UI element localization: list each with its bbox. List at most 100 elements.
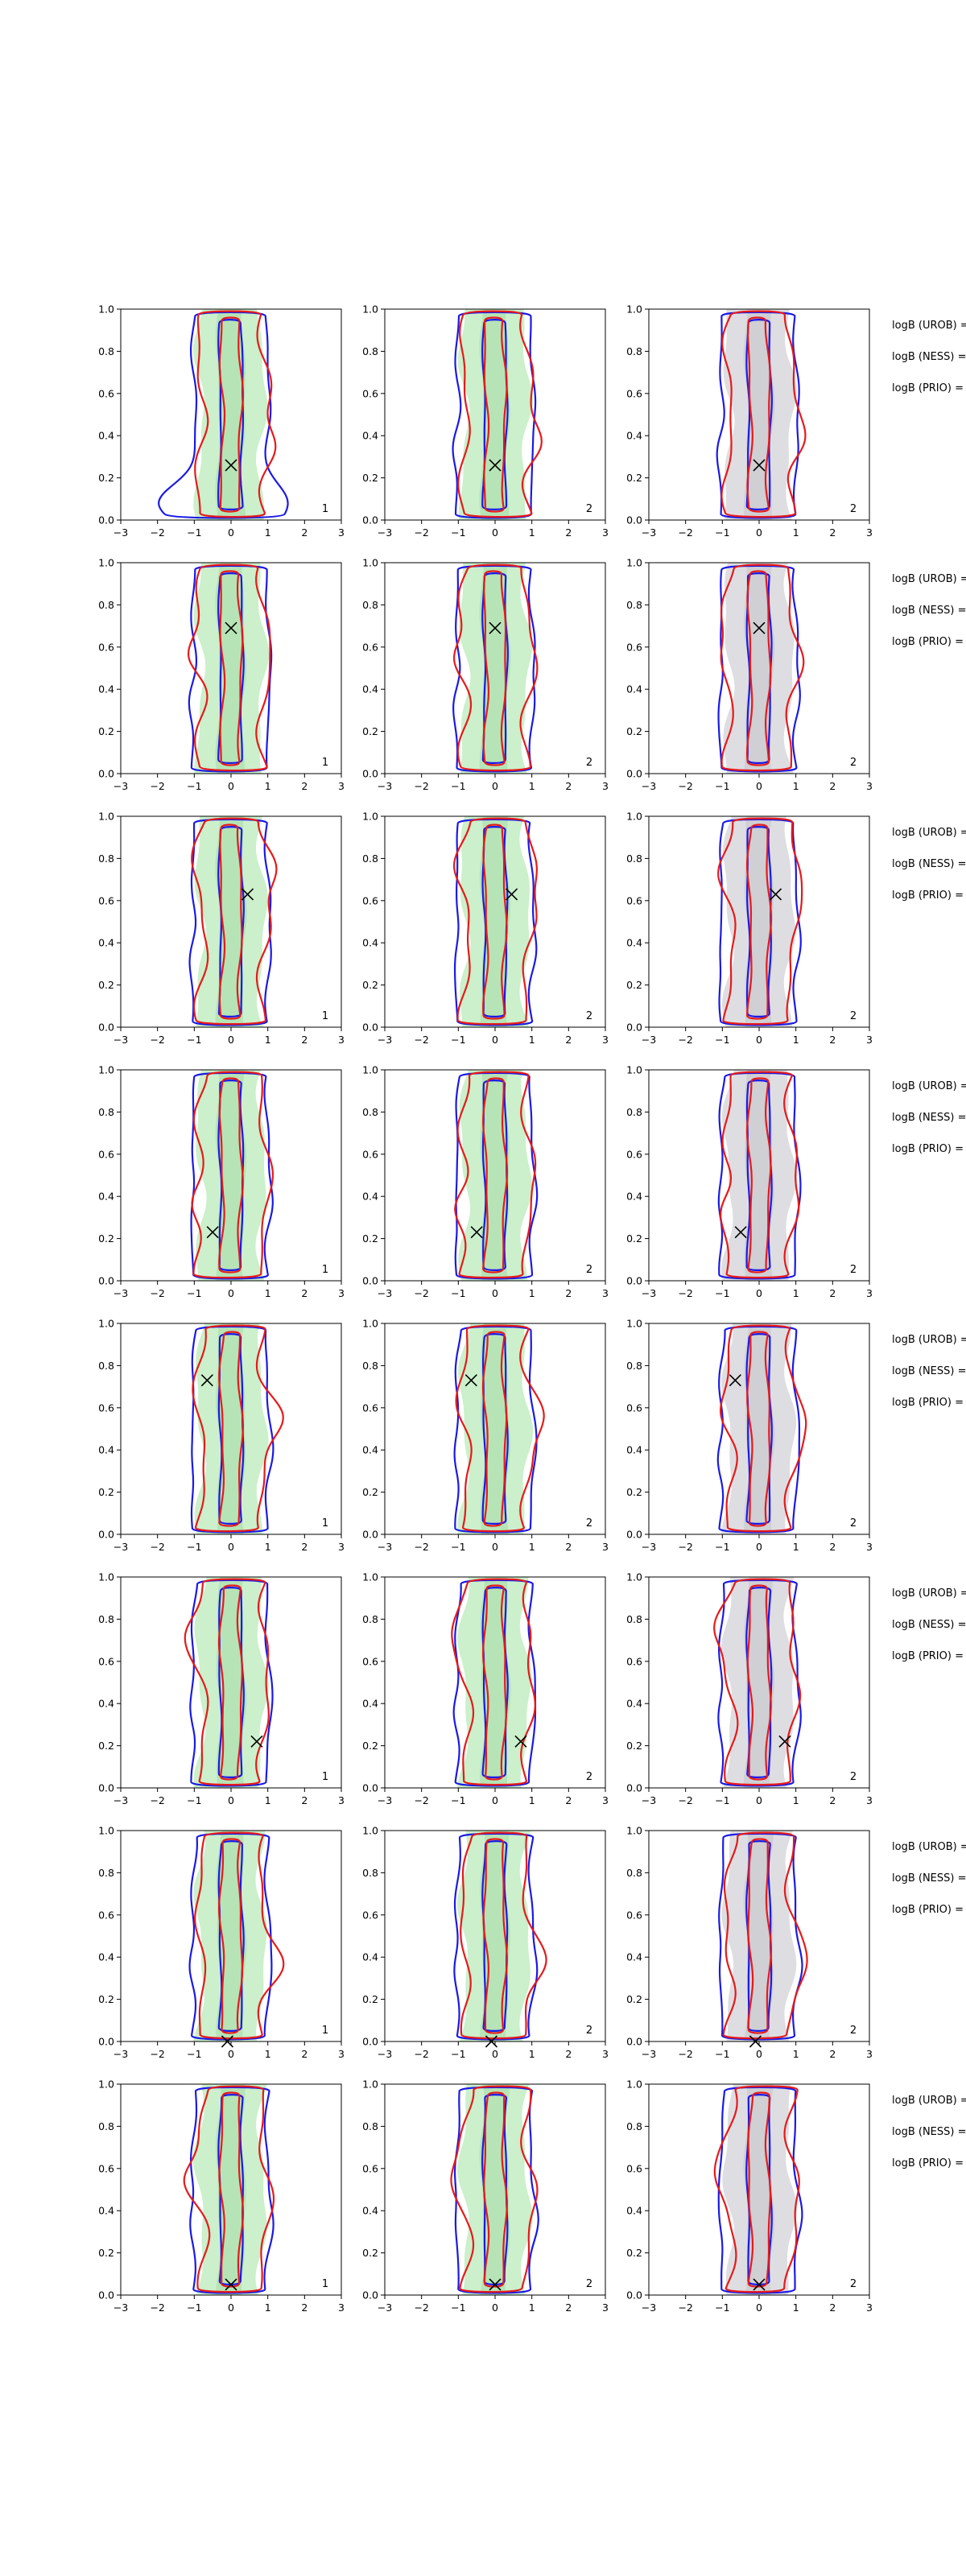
- x-tick-label: 0: [492, 1034, 498, 1046]
- contour-blue-outer: [452, 564, 536, 773]
- x-tick-label: 3: [866, 1034, 873, 1046]
- y-tick-label: 0.2: [626, 1740, 642, 1752]
- y-tick-label: 1.0: [626, 2079, 642, 2091]
- x-tick-label: 1: [265, 1287, 271, 1299]
- y-tick-label: 0.2: [626, 725, 642, 737]
- x-tick-label: 2: [565, 1287, 572, 1299]
- true-value-marker: [734, 1226, 747, 1239]
- panel-label: 2: [586, 2025, 592, 2037]
- plot-area: [451, 1577, 537, 1788]
- contour-red-outer: [720, 1071, 800, 1279]
- y-tick-label: 0.0: [98, 514, 114, 526]
- x-tick-label: −3: [642, 1287, 656, 1299]
- x-tick-label: −2: [150, 2301, 164, 2314]
- x-tick-label: −2: [678, 1794, 692, 1806]
- true-value-marker: [753, 2278, 766, 2291]
- y-tick-label: 0.6: [98, 387, 114, 399]
- subplot-r2-c2: −3 −2 −1 0 1 2 30.00.20.40.60.81.02: [362, 557, 609, 793]
- contour-red-outer: [191, 817, 278, 1026]
- contour-red-inner: [482, 824, 508, 1020]
- subplot-r8-c1: −3 −2 −1 0 1 2 3 0.0 0.2 0.4 0.6 0.8 1.0 1: [98, 2079, 345, 2314]
- x-tick-label: −3: [114, 1034, 128, 1046]
- true-value-marker: [489, 459, 502, 472]
- contour-red-inner: [218, 1331, 245, 1527]
- x-tick-label: 2: [301, 2048, 308, 2060]
- true-value-marker: [206, 1226, 219, 1239]
- x-tick-label: 0: [228, 2301, 234, 2314]
- x-tick-label: 0: [492, 2048, 498, 2060]
- x-tick-label: 2: [829, 1287, 836, 1299]
- y-tick-label: 0.0: [98, 768, 114, 780]
- x-tick-label: 0: [228, 1287, 234, 1299]
- logB-label-2: logB (NESS) =: [892, 1365, 966, 1377]
- contour-red-outer: [720, 564, 805, 772]
- y-tick-label: 0.4: [626, 1444, 642, 1456]
- y-tick-label: 0.0: [626, 1782, 642, 1794]
- x-tick-label: −3: [378, 2301, 392, 2314]
- logB-label-3: logB (PRIO) =: [892, 1650, 964, 1662]
- y-tick-label: 1.0: [98, 811, 114, 823]
- subplot-r3-c2: −3 −2 −1 0 1 2 30.00.20.40.60.81.02: [362, 811, 609, 1046]
- x-tick-label: −1: [451, 1287, 465, 1299]
- y-tick-label: 0.4: [626, 1951, 642, 1963]
- x-tick-label: 1: [793, 1541, 799, 1553]
- y-tick-label: 0.2: [98, 472, 114, 484]
- x-tick-label: 3: [602, 1287, 609, 1299]
- y-tick-label: 0.4: [98, 1951, 114, 1963]
- contour-red-outer: [452, 564, 539, 772]
- x-tick-label: 1: [529, 1034, 535, 1046]
- x-tick-label: 2: [301, 780, 308, 792]
- x-tick-label: −2: [150, 1034, 164, 1046]
- subplot-r8-c3: −3 −2 −1 0 1 2 30.00.20.40.60.81.02: [626, 2079, 873, 2314]
- x-tick-label: −1: [715, 1287, 729, 1299]
- contour-blue-inner: [481, 825, 509, 1018]
- plot-area: [450, 2084, 539, 2295]
- contour-blue-inner: [217, 1332, 245, 1525]
- y-tick-label: 0.8: [362, 1613, 378, 1625]
- x-tick-label: −2: [414, 1287, 428, 1299]
- x-tick-label: 2: [565, 780, 572, 792]
- logB-label-1: logB (UROB) =: [892, 1334, 966, 1346]
- x-tick-label: 3: [338, 780, 345, 792]
- y-tick-label: 0.0: [362, 2289, 378, 2301]
- plot-area: [190, 1070, 274, 1281]
- contour-red-outer: [720, 310, 807, 518]
- subplot-r1-c1: −3 −2 −1 0 1 2 3 0.0 0.2 0.4 0.6 0.8 1.0 1: [98, 303, 345, 539]
- subplot-r2-c1: −3 −2 −1 0 1 2 3 0.0 0.2 0.4 0.6 0.8 1.0 1: [98, 557, 345, 793]
- y-tick-label: 0.2: [362, 1740, 378, 1752]
- subplot-r2-c3: −3 −2 −1 0 1 2 30.00.20.40.60.81.02: [626, 557, 873, 793]
- y-tick-label: 0.6: [98, 641, 114, 653]
- y-tick-label: 0.8: [98, 345, 114, 357]
- y-tick-label: 1.0: [626, 1571, 642, 1583]
- x-tick-label: −1: [187, 1794, 201, 1806]
- plot-area: [158, 309, 289, 520]
- subplot-r8-c2: −3 −2 −1 0 1 2 30.00.20.40.60.81.02: [362, 2079, 609, 2314]
- logB-label-1: logB (UROB) =: [892, 573, 966, 585]
- contour-red-inner: [218, 824, 243, 1020]
- y-tick-label: 0.8: [98, 2120, 114, 2132]
- plot-area: [190, 1323, 284, 1534]
- plot-area: [713, 1577, 802, 1788]
- x-tick-label: −1: [451, 2048, 465, 2060]
- panel-label: 2: [850, 503, 857, 515]
- contour-red-outer: [192, 1324, 284, 1533]
- contour-blue-outer: [189, 1579, 274, 1787]
- y-tick-label: 0.6: [362, 894, 378, 906]
- true-value-marker: [225, 459, 237, 472]
- contour-red-outer: [720, 1324, 807, 1533]
- x-tick-label: 1: [265, 1034, 271, 1046]
- contour-red-outer: [455, 1324, 545, 1533]
- logB-label-1: logB (UROB) =: [892, 320, 966, 332]
- plot-area: [188, 816, 278, 1027]
- subplot-r6-c3: −3 −2 −1 0 1 2 30.00.20.40.60.81.02: [626, 1571, 873, 1807]
- logB-label-3: logB (PRIO) =: [892, 1904, 964, 1916]
- contour-red-inner: [481, 1331, 508, 1527]
- density-fill-inner: [743, 2084, 775, 2295]
- x-tick-label: −3: [378, 1287, 392, 1299]
- contour-red-inner: [745, 824, 773, 1020]
- x-tick-label: −3: [642, 1794, 656, 1806]
- x-tick-label: −1: [187, 1541, 201, 1553]
- x-tick-label: 0: [756, 526, 762, 539]
- y-tick-label: 1.0: [98, 2079, 114, 2091]
- x-tick-label: 0: [492, 1541, 498, 1553]
